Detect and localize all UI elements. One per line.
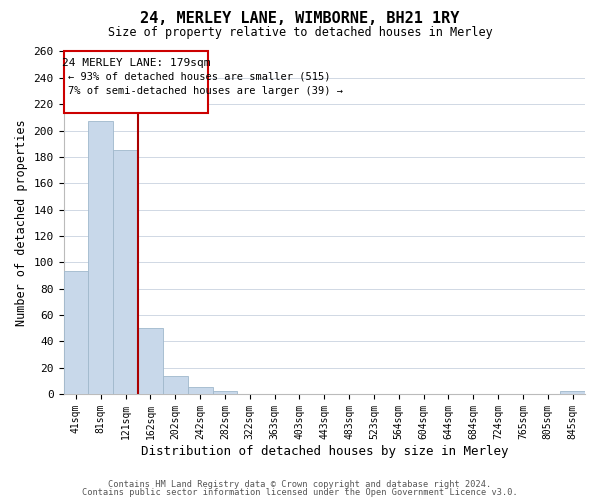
Bar xyxy=(138,328,163,394)
Text: 24 MERLEY LANE: 179sqm: 24 MERLEY LANE: 179sqm xyxy=(62,58,210,68)
Bar xyxy=(163,376,188,394)
Text: Contains public sector information licensed under the Open Government Licence v3: Contains public sector information licen… xyxy=(82,488,518,497)
FancyBboxPatch shape xyxy=(64,52,208,114)
Bar xyxy=(113,150,138,394)
Bar xyxy=(88,122,113,394)
Text: Contains HM Land Registry data © Crown copyright and database right 2024.: Contains HM Land Registry data © Crown c… xyxy=(109,480,491,489)
Y-axis label: Number of detached properties: Number of detached properties xyxy=(15,120,28,326)
Text: 24, MERLEY LANE, WIMBORNE, BH21 1RY: 24, MERLEY LANE, WIMBORNE, BH21 1RY xyxy=(140,11,460,26)
Text: Size of property relative to detached houses in Merley: Size of property relative to detached ho… xyxy=(107,26,493,39)
Bar xyxy=(188,388,212,394)
Text: 7% of semi-detached houses are larger (39) →: 7% of semi-detached houses are larger (3… xyxy=(68,86,343,96)
Bar xyxy=(64,272,88,394)
Bar xyxy=(560,392,585,394)
Bar xyxy=(212,392,238,394)
Text: ← 93% of detached houses are smaller (515): ← 93% of detached houses are smaller (51… xyxy=(68,72,330,82)
X-axis label: Distribution of detached houses by size in Merley: Distribution of detached houses by size … xyxy=(140,444,508,458)
